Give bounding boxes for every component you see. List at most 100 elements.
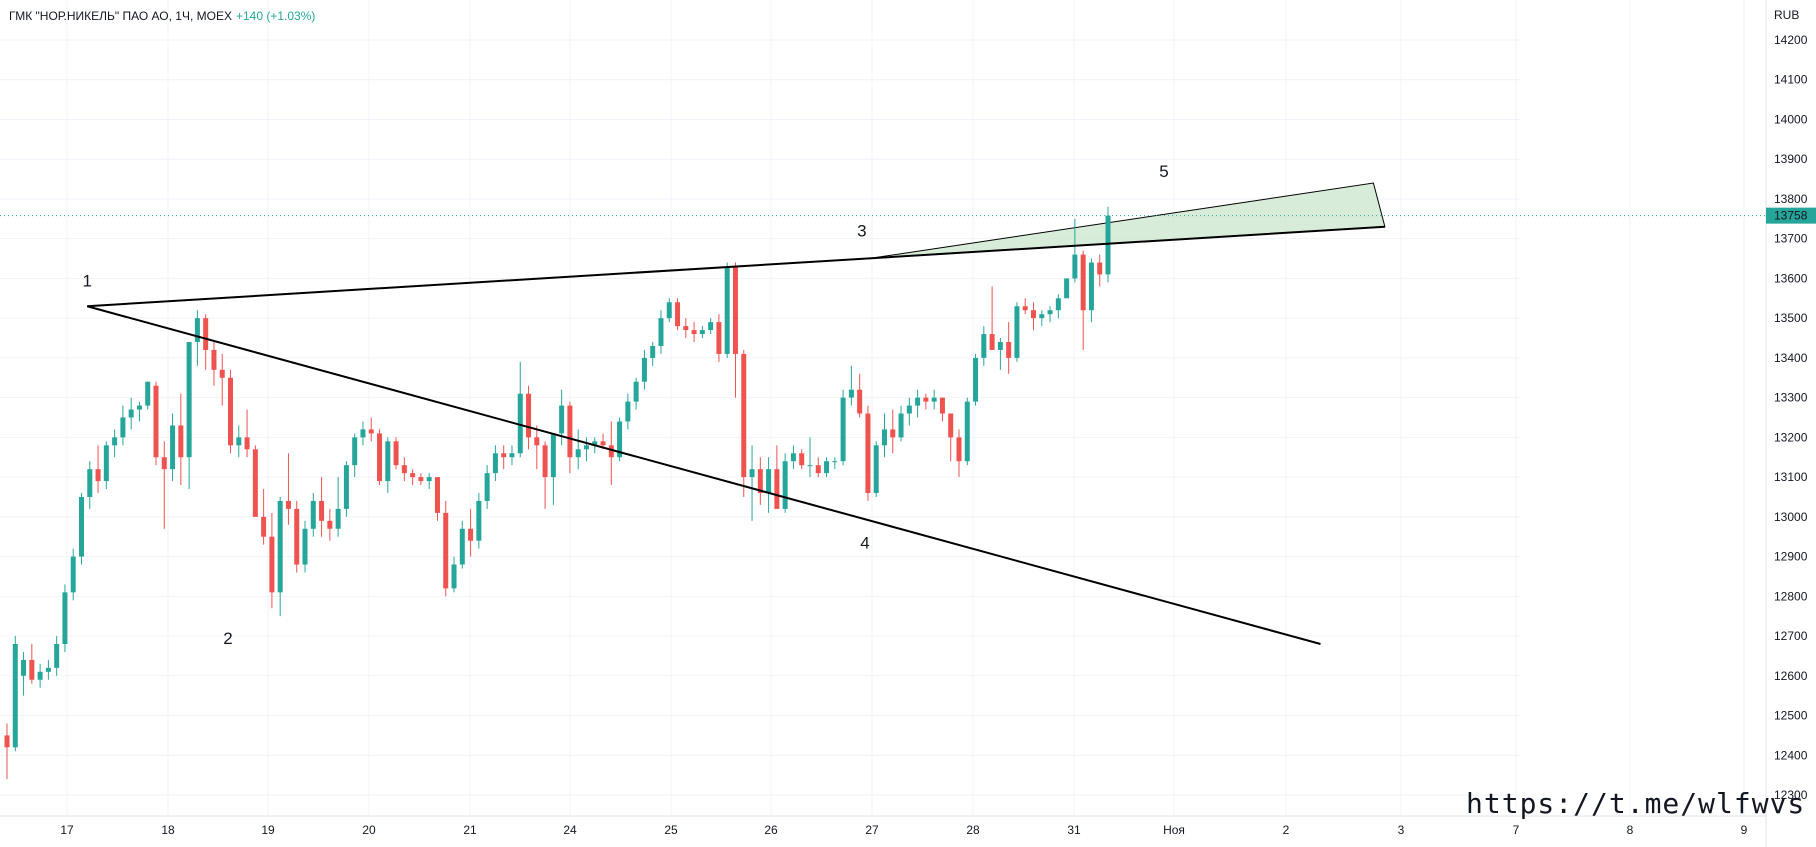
- candle: [848, 365, 854, 406]
- candle-body: [178, 425, 184, 458]
- candle: [807, 437, 813, 478]
- candle: [368, 417, 374, 442]
- candle-body: [1006, 342, 1012, 358]
- candle: [360, 421, 366, 446]
- candle-body: [1105, 215, 1111, 275]
- candle-body: [534, 437, 540, 446]
- candle: [410, 469, 416, 486]
- candle-body: [4, 735, 10, 748]
- time-tick: 31: [1067, 823, 1081, 837]
- currency-label: RUB: [1774, 8, 1800, 22]
- candle: [327, 508, 333, 541]
- candle-body: [252, 449, 258, 517]
- candle: [939, 397, 945, 422]
- candle-body: [741, 353, 747, 478]
- candle: [310, 493, 316, 537]
- time-tick: 21: [463, 823, 477, 837]
- time-tick: 17: [60, 823, 74, 837]
- candle-body: [368, 429, 374, 434]
- candle: [12, 636, 18, 752]
- candle: [782, 453, 788, 513]
- trendline: [87, 225, 1385, 308]
- candle-body: [87, 469, 93, 497]
- candle: [865, 405, 871, 501]
- time-tick: 7: [1513, 823, 1520, 837]
- candle-body: [418, 477, 424, 482]
- candle: [915, 389, 921, 418]
- candle-body: [699, 330, 705, 335]
- price-tick: 14000: [1774, 112, 1808, 126]
- candle: [749, 445, 755, 521]
- candle: [236, 425, 242, 458]
- candle: [352, 433, 358, 478]
- time-tick: 3: [1398, 823, 1405, 837]
- candle: [526, 385, 532, 450]
- candle-body: [1055, 298, 1061, 311]
- candle-body: [285, 500, 291, 509]
- candle: [319, 477, 325, 537]
- candle: [103, 441, 109, 490]
- candle-body: [939, 397, 945, 414]
- candle-body: [302, 528, 308, 565]
- wave-labels: 1 2 3 4 5: [82, 162, 1168, 648]
- candle: [62, 584, 68, 652]
- candle: [501, 445, 507, 470]
- wave-label-3: 3: [857, 222, 866, 241]
- price-tick: 12600: [1774, 669, 1808, 683]
- candle: [650, 342, 656, 366]
- candle-body: [377, 433, 383, 482]
- time-tick: Ноя: [1163, 823, 1185, 837]
- candle: [153, 381, 159, 466]
- wave-label-4: 4: [860, 534, 869, 553]
- candle: [832, 457, 838, 470]
- candle: [948, 413, 954, 462]
- candle-body: [1097, 262, 1103, 275]
- candle: [608, 421, 614, 486]
- candle: [145, 381, 151, 410]
- wave-label-5: 5: [1159, 162, 1168, 181]
- candle-body: [70, 556, 76, 593]
- candle: [824, 457, 830, 478]
- candle: [997, 338, 1003, 370]
- candle: [343, 461, 349, 517]
- candle: [79, 493, 85, 565]
- candle-body: [981, 334, 987, 358]
- candle-body: [550, 433, 556, 478]
- candle: [981, 326, 987, 366]
- candle: [87, 461, 93, 509]
- candle: [973, 353, 979, 406]
- price-change: +140 (+1.03%): [235, 9, 316, 23]
- candle-body: [583, 445, 589, 450]
- candle: [95, 445, 101, 493]
- candle: [1006, 322, 1012, 374]
- candle: [1030, 302, 1036, 331]
- candle-body: [832, 461, 838, 463]
- candle-body: [228, 377, 234, 446]
- candle-body: [658, 318, 664, 346]
- candle: [1047, 306, 1053, 323]
- candle: [277, 496, 283, 617]
- candle: [418, 473, 424, 486]
- candle-body: [128, 409, 134, 418]
- time-tick: 20: [362, 823, 376, 837]
- time-axis[interactable]: 17 18 19 20 21 24 25 26 27 28 31 Ноя 2 3 7 8 9: [60, 823, 1747, 837]
- candle-body: [310, 500, 316, 529]
- candle: [335, 477, 341, 537]
- candle: [70, 548, 76, 601]
- candle-body: [567, 405, 573, 458]
- candle-body: [343, 465, 349, 509]
- candle: [774, 445, 780, 509]
- price-tick: 13300: [1774, 391, 1808, 405]
- candle: [1097, 254, 1103, 287]
- candle: [906, 397, 912, 426]
- price-axis[interactable]: 14200 14100 14000 13900 13800 13700 13600 13500…: [1766, 33, 1816, 802]
- candle: [989, 286, 995, 350]
- candle-body: [997, 342, 1003, 350]
- price-tick: 14100: [1774, 73, 1808, 87]
- candle-body: [650, 345, 656, 358]
- candle-body: [236, 437, 242, 446]
- candle: [857, 373, 863, 418]
- candle: [484, 465, 490, 509]
